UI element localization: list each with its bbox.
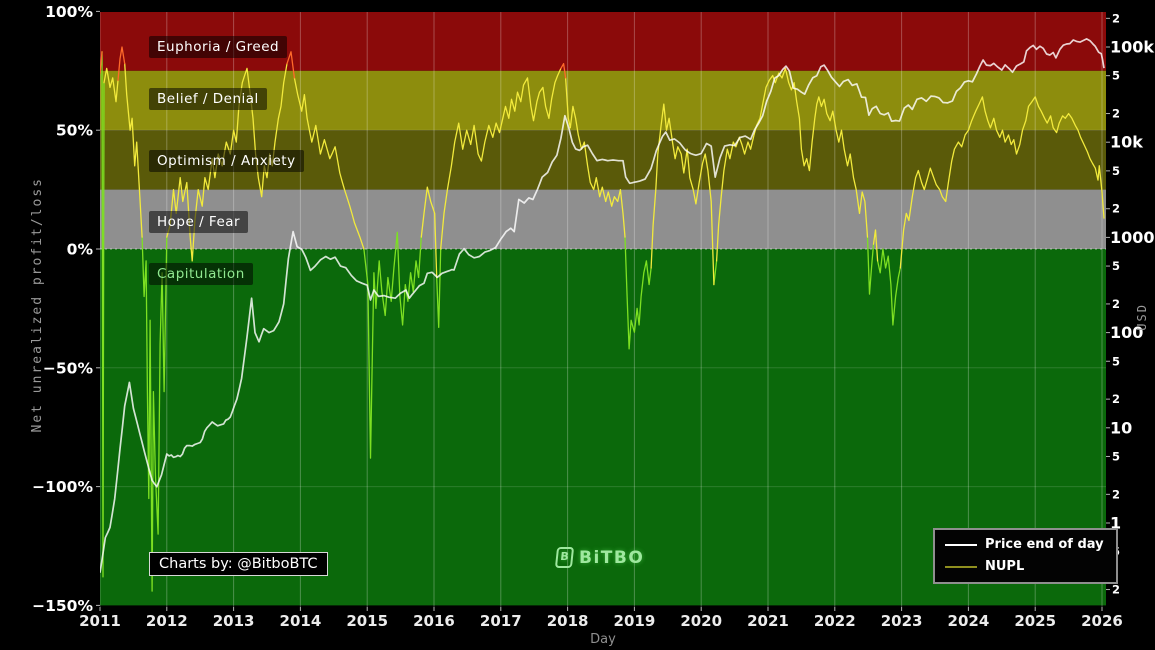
svg-text:2016: 2016 [413, 612, 455, 630]
zone-label-hope-fear: Hope / Fear [149, 211, 249, 233]
svg-text:2015: 2015 [346, 612, 388, 630]
svg-text:2: 2 [1112, 202, 1120, 216]
svg-text:10: 10 [1110, 418, 1132, 437]
svg-text:2: 2 [1112, 11, 1120, 25]
svg-text:0%: 0% [67, 241, 94, 259]
zone-label-capitulation: Capitulation [149, 263, 253, 285]
svg-text:5: 5 [1112, 164, 1120, 178]
svg-text:2: 2 [1112, 392, 1120, 406]
chart-legend: Price end of day NUPL [933, 528, 1118, 584]
svg-text:100k: 100k [1110, 38, 1154, 57]
y-axis-left-title: Net unrealized profit/loss [30, 177, 45, 433]
svg-text:2012: 2012 [146, 612, 188, 630]
svg-text:2: 2 [1112, 487, 1120, 501]
legend-label-nupl: NUPL [985, 559, 1025, 574]
svg-text:2: 2 [1112, 583, 1120, 597]
zone-label-belief-denial: Belief / Denial [149, 88, 267, 110]
bitbo-logo[interactable]: B BiTBO [554, 547, 645, 568]
svg-text:1: 1 [1110, 514, 1121, 533]
zone-band [100, 70, 1106, 131]
svg-text:5: 5 [1112, 69, 1120, 83]
svg-text:2022: 2022 [814, 612, 856, 630]
svg-text:100%: 100% [45, 3, 93, 21]
svg-text:5: 5 [1112, 449, 1120, 463]
svg-text:2: 2 [1112, 297, 1120, 311]
price-line [100, 38, 1105, 573]
svg-text:5: 5 [1112, 259, 1120, 273]
svg-text:2014: 2014 [280, 612, 322, 630]
svg-text:2019: 2019 [614, 612, 656, 630]
svg-text:2017: 2017 [480, 612, 522, 630]
svg-text:−150%: −150% [32, 597, 93, 615]
svg-text:2024: 2024 [948, 612, 990, 630]
svg-text:2021: 2021 [747, 612, 789, 630]
svg-text:2020: 2020 [680, 612, 722, 630]
legend-item-nupl[interactable]: NUPL [945, 559, 1104, 574]
bitbo-logo-text: BiTBO [579, 547, 645, 568]
svg-text:2023: 2023 [881, 612, 923, 630]
svg-text:−50%: −50% [43, 359, 94, 377]
svg-text:2013: 2013 [213, 612, 255, 630]
svg-text:10k: 10k [1110, 133, 1143, 152]
svg-text:100: 100 [1110, 323, 1143, 342]
charts-by-watermark[interactable]: Charts by: @BitboBTC [149, 552, 328, 576]
legend-label-price: Price end of day [985, 537, 1104, 552]
svg-text:2018: 2018 [547, 612, 589, 630]
zone-label-euphoria-greed: Euphoria / Greed [149, 36, 288, 58]
axis-ticks-and-labels: 100% 50% 0% −50% −100% −150% 2 100k 5 2 10k 5 2 1000 5… [32, 3, 1154, 630]
price-line-swatch [945, 543, 977, 546]
x-axis-title: Day [590, 632, 616, 647]
svg-text:2025: 2025 [1014, 612, 1056, 630]
gridlines [100, 12, 1106, 607]
svg-text:1000: 1000 [1110, 228, 1155, 247]
legend-item-price[interactable]: Price end of day [945, 537, 1104, 552]
nupl-line [100, 46, 567, 81]
svg-text:50%: 50% [56, 122, 94, 140]
nupl-line-swatch [945, 565, 977, 568]
svg-text:5: 5 [1112, 354, 1120, 368]
nupl-line [101, 51, 901, 592]
svg-text:−100%: −100% [32, 478, 93, 496]
zone-label-optimism-anxiety: Optimism / Anxiety [149, 150, 304, 172]
zone-band [100, 189, 1106, 249]
bitbo-coin-icon: B [554, 547, 575, 568]
svg-text:2026: 2026 [1081, 612, 1123, 630]
svg-text:2: 2 [1112, 107, 1120, 121]
svg-text:2011: 2011 [79, 612, 121, 630]
y-axis-right-title: USD [1135, 303, 1149, 331]
